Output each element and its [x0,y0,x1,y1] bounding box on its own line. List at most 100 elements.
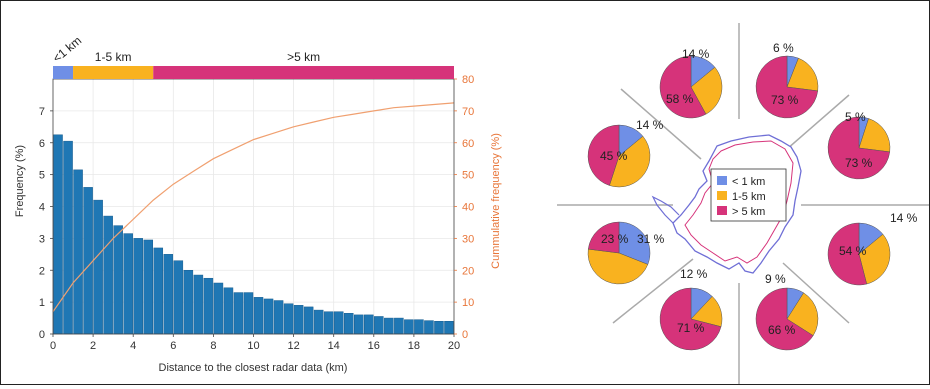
pie-slice [690,66,723,115]
histogram-bar [103,215,113,335]
legend-swatch [717,206,727,215]
histogram-bar [263,298,274,335]
legend-label: > 5 km [732,206,765,218]
histogram-bar [153,247,164,335]
y-tick-label: 7 [39,106,45,118]
legend-swatch [717,191,727,200]
x-tick-label: 16 [368,340,380,352]
y2-tick-label: 0 [462,329,468,341]
pie-north: 6 % 73 % [755,41,819,119]
histogram-bar [333,311,344,335]
x-tick-label: 6 [170,340,176,352]
x-tick-label: 10 [247,340,259,352]
y2-tick-label: 30 [462,233,474,245]
distance-segment-label: >5 km [287,50,320,64]
histogram-bar [313,309,324,335]
histogram-bar [404,319,414,335]
pie-slice [587,248,649,285]
y2-tick-label: 50 [462,170,474,182]
pie-percent-label: 73 % [845,156,873,170]
histogram-bar [394,317,404,335]
pie-slice [659,55,707,119]
pie-percent-label: 73 % [771,93,799,107]
y2-axis-label: Cummulative frequency (%) [490,133,502,269]
distance-segment-label: <1 km [50,33,84,65]
histogram-bar [273,300,284,335]
y-tick-label: 1 [39,297,45,309]
pie-north-east: 5 % 73 % [827,110,891,180]
histogram-bar [293,305,304,335]
pie-percent-label: 5 % [845,110,866,124]
histogram-bar [424,320,434,335]
pie-north-west: 14 % 58 % [659,47,723,119]
y-axis-ticks: 0 1 2 3 4 5 6 7 [39,106,53,341]
pie-percent-label: 31 % [637,232,665,246]
antarctic-peninsula [651,195,680,224]
y-tick-label: 5 [39,170,45,182]
histogram-bars [53,134,454,335]
y2-tick-label: 70 [462,106,474,118]
histogram-bar [354,314,364,335]
y-axis-label: Frequency (%) [14,145,26,217]
pie-south: 9 % 66 % [755,272,819,351]
histogram-bar [444,321,454,335]
histogram-bar [83,187,93,335]
sector-divider-lines [557,23,929,384]
histogram-bar [414,319,424,335]
histogram-bar [193,274,204,335]
histogram-bar [323,311,334,335]
histogram-bar [343,313,354,335]
histogram-bar [253,297,264,335]
pie-percent-label: 14 % [890,211,918,225]
distance-segment [153,66,454,79]
histogram-bar [223,287,234,335]
pie-percent-label: 71 % [677,321,705,335]
histogram-bar [143,239,154,335]
pie-slice [827,222,868,286]
histogram-bar [93,199,103,335]
y-tick-label: 4 [39,202,45,214]
pie-percent-label: 58 % [666,92,694,106]
pie-slice [858,233,891,285]
pie-west-lower: 31 % 23 % [587,221,665,285]
pie-south-west: 12 % 71 % [659,267,723,351]
y-tick-label: 6 [39,138,45,150]
pie-slice [587,221,620,254]
x-tick-label: 12 [287,340,299,352]
pie-slice [659,287,722,351]
y2-axis-ticks: 0 10 20 30 40 50 60 70 80 [454,74,474,341]
x-tick-label: 4 [130,340,136,352]
histogram-bar [434,321,444,335]
histogram-bar [384,317,394,335]
x-tick-label: 8 [210,340,216,352]
pie-chart-panel: < 1 km1-5 km> 5 km 14 % 58 % 6 %73 % 5 % 73 … [557,23,929,384]
y2-tick-label: 10 [462,297,474,309]
histogram-bar [243,292,254,335]
x-tick-label: 2 [90,340,96,352]
legend-label: < 1 km [732,176,765,188]
histogram-bar [123,233,133,335]
pie-charts: 14 %58 %6 %73 %5 %73 %14 %45 %31 %23 %14… [587,41,918,351]
y2-tick-label: 40 [462,202,474,214]
pie-slice [587,124,620,186]
distance-category-bar: <1 km 1-5 km >5 km [50,33,454,79]
x-tick-label: 18 [408,340,420,352]
pie-slice [858,118,891,153]
pie-east: 14 % 54 % [827,211,918,286]
pie-slice [618,221,651,265]
distance-segment [53,66,74,79]
cumulative-frequency-line [52,102,455,313]
pie-percent-label: 14 % [682,47,710,61]
pie-slice [786,57,819,92]
y2-tick-label: 80 [462,74,474,86]
legend-swatch [717,176,727,185]
x-axis-ticks: 0 2 4 6 8 10 12 14 16 18 20 [50,334,460,352]
histogram-bar [113,225,123,335]
histogram-bar [303,306,314,335]
histogram-bar [213,282,224,335]
pie-legend: < 1 km 1-5 km > 5 km [710,168,787,222]
x-tick-label: 20 [448,340,460,352]
